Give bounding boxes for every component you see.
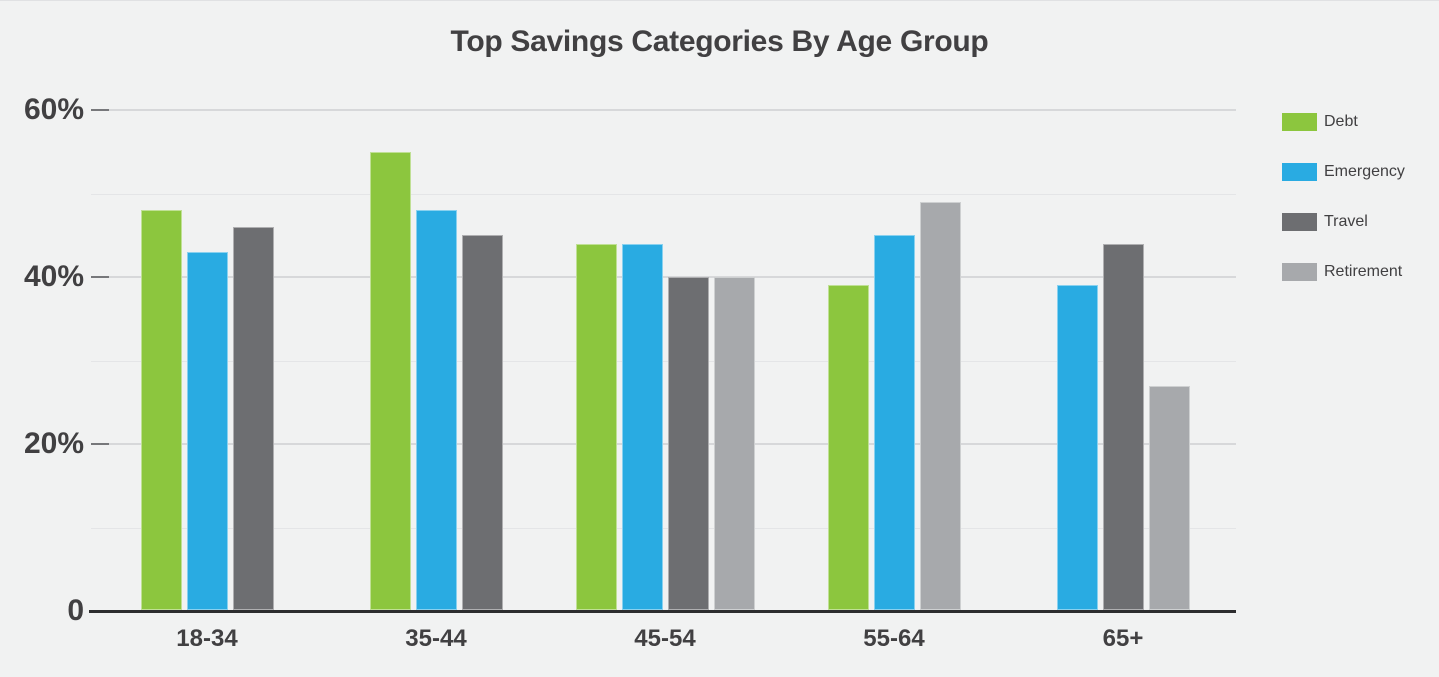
gridline-minor-10: [91, 527, 1236, 529]
x-axis-label-18-34: 18-34: [176, 625, 238, 652]
y-axis-label-0: 0: [67, 594, 84, 627]
bar-retirement-45-54: [713, 277, 755, 610]
gridline-minor-50: [91, 193, 1236, 195]
gridline-major-40: [91, 276, 1236, 278]
legend-label-travel: Travel: [1324, 213, 1368, 230]
x-axis-label-45-54: 45-54: [634, 625, 696, 652]
bar-emergency-45-54: [621, 243, 663, 610]
y-axis-label-40: 40%: [23, 260, 84, 293]
legend-swatch-debt: [1282, 113, 1317, 131]
gridline-major-60: [91, 109, 1236, 111]
y-axis-label-60: 60%: [23, 93, 84, 126]
gridline-major-20: [91, 443, 1236, 445]
bar-debt-18-34: [140, 210, 182, 610]
x-axis-label-35-44: 35-44: [405, 625, 467, 652]
y-tick-40: [91, 276, 109, 278]
legend-label-debt: Debt: [1324, 113, 1358, 130]
bar-debt-55-64: [827, 285, 869, 610]
y-tick-60: [91, 109, 109, 111]
bar-emergency-35-44: [415, 210, 457, 610]
bar-travel-65plus: [1102, 243, 1144, 610]
legend-swatch-travel: [1282, 213, 1317, 231]
legend-swatch-emergency: [1282, 163, 1317, 181]
x-axis-label-55-64: 55-64: [863, 625, 925, 652]
chart-title: Top Savings Categories By Age Group: [450, 25, 989, 58]
x-axis-label-65plus: 65+: [1102, 625, 1144, 652]
legend-label-retirement: Retirement: [1324, 263, 1403, 280]
bar-retirement-65plus: [1148, 385, 1190, 610]
bar-emergency-18-34: [186, 251, 228, 610]
bar-travel-45-54: [667, 277, 709, 610]
bar-travel-18-34: [232, 226, 274, 610]
gridline-minor-30: [91, 360, 1236, 362]
bar-debt-45-54: [575, 243, 617, 610]
legend-label-emergency: Emergency: [1324, 163, 1405, 180]
bar-retirement-55-64: [919, 201, 961, 610]
y-tick-20: [91, 443, 109, 445]
bar-emergency-55-64: [873, 235, 915, 610]
bar-debt-35-44: [369, 151, 411, 610]
y-axis-label-20: 20%: [23, 427, 84, 460]
bar-travel-35-44: [461, 235, 503, 610]
x-axis-line: [89, 610, 1236, 613]
bar-emergency-65plus: [1056, 285, 1098, 610]
legend-swatch-retirement: [1282, 263, 1317, 281]
